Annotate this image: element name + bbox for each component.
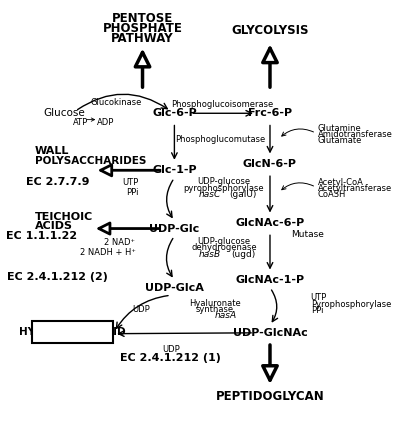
Text: PEPTIDOGLYCAN: PEPTIDOGLYCAN: [216, 390, 324, 402]
Text: PATHWAY: PATHWAY: [111, 32, 174, 45]
Text: Frc-6-P: Frc-6-P: [248, 108, 292, 118]
Text: Amidotransferase: Amidotransferase: [318, 130, 393, 139]
Text: UDP-glucose: UDP-glucose: [197, 237, 250, 246]
Text: EC 2.4.1.212 (2): EC 2.4.1.212 (2): [7, 272, 108, 282]
Text: hasC: hasC: [199, 190, 221, 199]
Text: CoASH: CoASH: [318, 190, 346, 199]
Text: PHOSPHATE: PHOSPHATE: [102, 22, 182, 35]
Text: TEICHOIC: TEICHOIC: [34, 212, 93, 222]
Text: Acetyl-CoA: Acetyl-CoA: [318, 178, 364, 187]
FancyBboxPatch shape: [32, 321, 114, 343]
Text: Acetyltransferase: Acetyltransferase: [318, 184, 392, 193]
Text: EC 2.7.7.9: EC 2.7.7.9: [26, 177, 89, 187]
Text: Glc-1-P: Glc-1-P: [152, 165, 197, 175]
Text: UDP-GlcA: UDP-GlcA: [145, 283, 204, 293]
Text: UTP: UTP: [123, 178, 139, 187]
Text: UDP: UDP: [162, 345, 180, 354]
Text: UDP-Glc: UDP-Glc: [149, 224, 200, 234]
Text: WALL: WALL: [34, 146, 69, 156]
Text: Hyaluronate: Hyaluronate: [189, 299, 241, 308]
Text: UDP-glucose: UDP-glucose: [197, 177, 250, 186]
Text: (ugd): (ugd): [231, 250, 256, 259]
Text: GlcNAc-1-P: GlcNAc-1-P: [236, 275, 304, 285]
Text: ACIDS: ACIDS: [34, 221, 72, 231]
Text: PPi: PPi: [126, 188, 139, 197]
Text: Glucose: Glucose: [44, 108, 86, 118]
Text: EC 1.1.1.22: EC 1.1.1.22: [6, 231, 77, 241]
Text: (galU): (galU): [230, 190, 257, 199]
Text: Pyrophosphorylase: Pyrophosphorylase: [311, 300, 391, 309]
Text: hasA: hasA: [215, 312, 237, 320]
Text: Glutamate: Glutamate: [318, 136, 362, 145]
Text: UDP-GlcNAc: UDP-GlcNAc: [233, 328, 307, 338]
Text: PPi: PPi: [311, 306, 323, 315]
Text: UTP: UTP: [311, 293, 327, 302]
Text: hasB: hasB: [199, 250, 221, 259]
Text: Phosphoglucomutase: Phosphoglucomutase: [175, 135, 266, 144]
Text: POLYSACCHARIDES: POLYSACCHARIDES: [34, 156, 146, 166]
Text: Glc-6-P: Glc-6-P: [152, 108, 197, 118]
Text: dehydrogenase: dehydrogenase: [191, 244, 257, 252]
Text: Phosphoglucoisomerase: Phosphoglucoisomerase: [171, 100, 273, 109]
Text: Glucokinase: Glucokinase: [90, 98, 142, 107]
Text: Mutase: Mutase: [291, 230, 324, 239]
Text: HYALURONIC ACID: HYALURONIC ACID: [19, 327, 126, 337]
Text: UDP: UDP: [132, 305, 150, 314]
Text: pyrophosphorylase: pyrophosphorylase: [184, 184, 264, 193]
Text: 2 NADH + H⁺: 2 NADH + H⁺: [80, 248, 136, 257]
Text: EC 2.4.1.212 (1): EC 2.4.1.212 (1): [120, 353, 221, 363]
Text: synthase: synthase: [196, 305, 234, 314]
Text: PENTOSE: PENTOSE: [112, 12, 173, 25]
Text: 2 NAD⁺: 2 NAD⁺: [104, 238, 136, 246]
Text: GlcN-6-P: GlcN-6-P: [243, 159, 297, 169]
Text: GlcNAc-6-P: GlcNAc-6-P: [235, 218, 305, 228]
Text: Glutamine: Glutamine: [318, 124, 362, 133]
Text: GLYCOLYSIS: GLYCOLYSIS: [231, 25, 309, 37]
Text: ATP: ATP: [73, 118, 88, 127]
Text: ADP: ADP: [97, 118, 114, 127]
